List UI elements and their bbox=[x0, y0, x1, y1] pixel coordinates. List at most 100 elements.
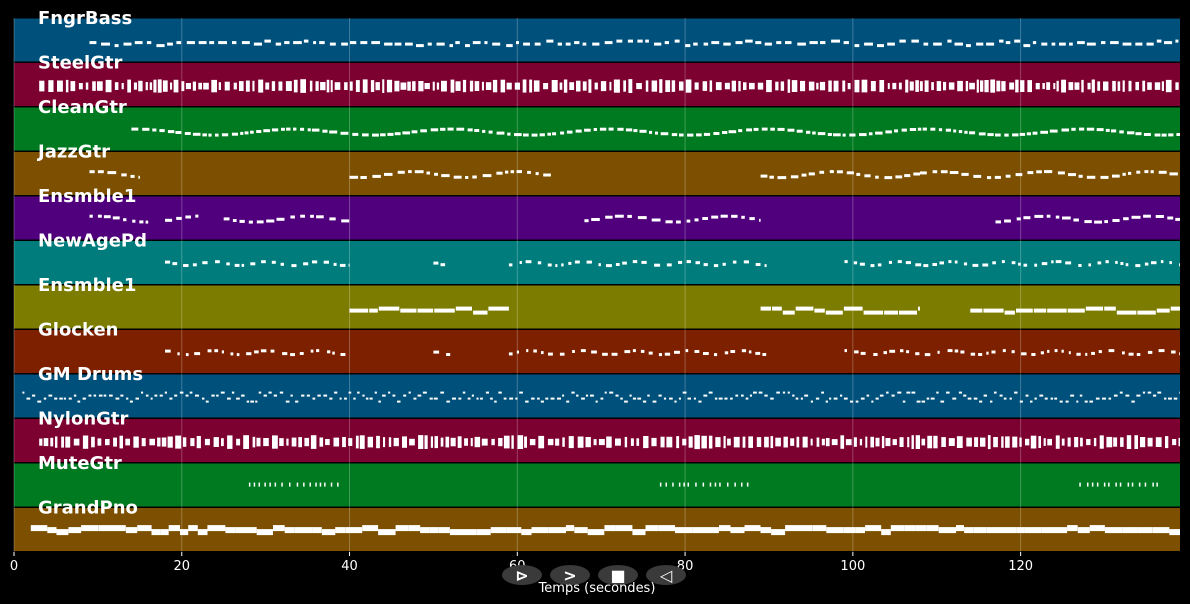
note bbox=[958, 130, 963, 134]
note bbox=[1147, 437, 1153, 447]
note bbox=[1120, 437, 1124, 447]
note bbox=[1019, 400, 1023, 403]
note bbox=[1059, 400, 1063, 403]
note bbox=[1001, 436, 1004, 448]
note bbox=[333, 437, 340, 447]
note bbox=[133, 436, 139, 448]
note bbox=[999, 39, 1004, 43]
note bbox=[467, 128, 473, 132]
note bbox=[541, 351, 544, 355]
note bbox=[145, 82, 148, 91]
note bbox=[1110, 41, 1119, 45]
note bbox=[531, 133, 538, 137]
note bbox=[563, 79, 568, 93]
note bbox=[855, 527, 865, 534]
note bbox=[628, 79, 633, 93]
note bbox=[994, 175, 1001, 179]
note bbox=[455, 41, 460, 45]
note bbox=[445, 436, 450, 448]
note bbox=[440, 437, 444, 447]
note bbox=[917, 127, 922, 131]
note bbox=[658, 525, 675, 532]
note bbox=[1087, 482, 1089, 487]
note bbox=[585, 394, 589, 397]
note bbox=[186, 41, 195, 45]
note bbox=[566, 130, 573, 134]
note bbox=[517, 435, 524, 449]
note bbox=[438, 527, 450, 534]
play-button[interactable]: ⊳ bbox=[502, 565, 542, 585]
note bbox=[1040, 351, 1044, 355]
playback-controls[interactable]: ⊳ > ■ ◁ bbox=[502, 565, 686, 585]
note bbox=[474, 436, 481, 448]
note bbox=[709, 482, 712, 487]
note bbox=[760, 306, 771, 311]
note bbox=[271, 128, 279, 132]
note bbox=[362, 394, 365, 397]
note bbox=[926, 525, 939, 532]
note bbox=[330, 80, 333, 93]
note bbox=[39, 438, 43, 446]
back-button[interactable]: ◁ bbox=[646, 565, 686, 585]
note bbox=[194, 352, 201, 356]
note bbox=[990, 79, 996, 93]
note bbox=[433, 350, 440, 354]
note bbox=[319, 482, 322, 487]
note bbox=[294, 527, 313, 534]
note bbox=[993, 437, 998, 448]
note bbox=[686, 219, 691, 223]
note bbox=[378, 529, 396, 536]
note bbox=[126, 397, 129, 400]
note bbox=[686, 260, 691, 264]
note bbox=[1051, 260, 1054, 264]
note bbox=[37, 400, 42, 403]
note bbox=[918, 306, 920, 311]
note bbox=[703, 263, 708, 267]
note bbox=[897, 391, 902, 394]
note bbox=[78, 83, 83, 90]
note bbox=[698, 400, 702, 403]
note bbox=[598, 439, 605, 446]
note bbox=[349, 175, 359, 179]
note bbox=[168, 525, 180, 532]
note bbox=[127, 79, 131, 93]
note bbox=[157, 437, 161, 447]
note bbox=[248, 482, 251, 487]
note bbox=[197, 529, 208, 536]
note bbox=[842, 133, 846, 137]
note bbox=[1046, 214, 1051, 218]
note bbox=[173, 79, 179, 93]
note bbox=[939, 261, 944, 265]
note bbox=[840, 394, 843, 397]
note bbox=[685, 349, 689, 353]
note bbox=[1004, 133, 1009, 137]
note bbox=[927, 435, 933, 449]
note bbox=[888, 260, 892, 264]
note bbox=[557, 42, 562, 46]
note bbox=[280, 262, 284, 266]
note bbox=[1143, 214, 1151, 218]
note bbox=[930, 397, 935, 400]
note bbox=[810, 438, 813, 446]
note bbox=[966, 437, 972, 447]
note bbox=[1065, 400, 1069, 403]
note bbox=[806, 130, 811, 134]
note bbox=[313, 41, 317, 45]
note bbox=[711, 215, 719, 219]
forward-button[interactable]: > bbox=[550, 565, 590, 585]
track-background bbox=[14, 241, 1180, 284]
note bbox=[574, 527, 588, 534]
stop-button[interactable]: ■ bbox=[598, 565, 638, 585]
note bbox=[236, 438, 241, 446]
note bbox=[312, 527, 322, 534]
note bbox=[685, 79, 692, 93]
track-background bbox=[14, 18, 1180, 62]
note bbox=[523, 133, 529, 137]
note bbox=[344, 82, 348, 90]
note bbox=[413, 397, 417, 400]
button-background bbox=[646, 565, 686, 585]
note bbox=[174, 394, 178, 397]
note bbox=[711, 41, 720, 45]
note bbox=[654, 42, 662, 46]
note bbox=[731, 214, 738, 218]
